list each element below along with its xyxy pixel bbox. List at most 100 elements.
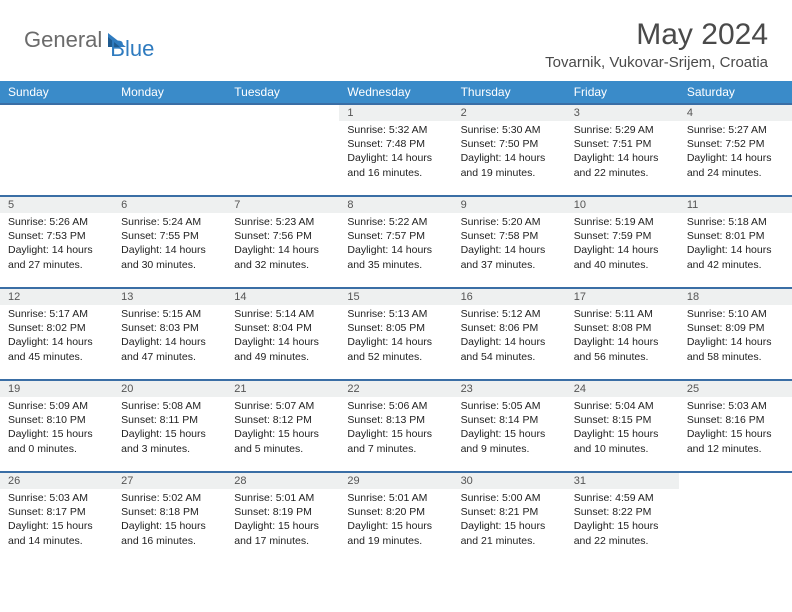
calendar-table: SundayMondayTuesdayWednesdayThursdayFrid… bbox=[0, 81, 792, 564]
day-details: Sunrise: 5:32 AMSunset: 7:48 PMDaylight:… bbox=[339, 121, 452, 186]
day-number: 17 bbox=[566, 289, 679, 305]
day-number: 26 bbox=[0, 473, 113, 489]
daylight-line: Daylight: 15 hours and 16 minutes. bbox=[121, 519, 218, 547]
sunset-line: Sunset: 8:16 PM bbox=[687, 413, 784, 427]
calendar-day-cell: 19Sunrise: 5:09 AMSunset: 8:10 PMDayligh… bbox=[0, 380, 113, 472]
calendar-day-cell: 23Sunrise: 5:05 AMSunset: 8:14 PMDayligh… bbox=[453, 380, 566, 472]
calendar-day-cell: 11Sunrise: 5:18 AMSunset: 8:01 PMDayligh… bbox=[679, 196, 792, 288]
calendar-day-cell: 17Sunrise: 5:11 AMSunset: 8:08 PMDayligh… bbox=[566, 288, 679, 380]
sunrise-line: Sunrise: 5:30 AM bbox=[461, 123, 558, 137]
daylight-line: Daylight: 15 hours and 0 minutes. bbox=[8, 427, 105, 455]
sunset-line: Sunset: 8:15 PM bbox=[574, 413, 671, 427]
day-details: Sunrise: 5:18 AMSunset: 8:01 PMDaylight:… bbox=[679, 213, 792, 278]
calendar-week-row: 19Sunrise: 5:09 AMSunset: 8:10 PMDayligh… bbox=[0, 380, 792, 472]
day-number: 15 bbox=[339, 289, 452, 305]
day-number: 22 bbox=[339, 381, 452, 397]
weekday-header: Wednesday bbox=[339, 81, 452, 104]
daylight-line: Daylight: 14 hours and 30 minutes. bbox=[121, 243, 218, 271]
day-number: 10 bbox=[566, 197, 679, 213]
daylight-line: Daylight: 15 hours and 19 minutes. bbox=[347, 519, 444, 547]
sunrise-line: Sunrise: 5:03 AM bbox=[8, 491, 105, 505]
sunset-line: Sunset: 8:14 PM bbox=[461, 413, 558, 427]
day-details: Sunrise: 5:08 AMSunset: 8:11 PMDaylight:… bbox=[113, 397, 226, 462]
day-details: Sunrise: 5:30 AMSunset: 7:50 PMDaylight:… bbox=[453, 121, 566, 186]
day-details: Sunrise: 4:59 AMSunset: 8:22 PMDaylight:… bbox=[566, 489, 679, 554]
day-details: Sunrise: 5:10 AMSunset: 8:09 PMDaylight:… bbox=[679, 305, 792, 370]
calendar-day-cell: 22Sunrise: 5:06 AMSunset: 8:13 PMDayligh… bbox=[339, 380, 452, 472]
sunset-line: Sunset: 7:57 PM bbox=[347, 229, 444, 243]
sunrise-line: Sunrise: 5:22 AM bbox=[347, 215, 444, 229]
day-details: Sunrise: 5:06 AMSunset: 8:13 PMDaylight:… bbox=[339, 397, 452, 462]
daylight-line: Daylight: 15 hours and 14 minutes. bbox=[8, 519, 105, 547]
sunrise-line: Sunrise: 5:02 AM bbox=[121, 491, 218, 505]
daylight-line: Daylight: 14 hours and 35 minutes. bbox=[347, 243, 444, 271]
calendar-day-cell: 12Sunrise: 5:17 AMSunset: 8:02 PMDayligh… bbox=[0, 288, 113, 380]
day-details: Sunrise: 5:29 AMSunset: 7:51 PMDaylight:… bbox=[566, 121, 679, 186]
day-details: Sunrise: 5:22 AMSunset: 7:57 PMDaylight:… bbox=[339, 213, 452, 278]
sunrise-line: Sunrise: 4:59 AM bbox=[574, 491, 671, 505]
calendar-week-row: 1Sunrise: 5:32 AMSunset: 7:48 PMDaylight… bbox=[0, 104, 792, 196]
sunrise-line: Sunrise: 5:14 AM bbox=[234, 307, 331, 321]
sunrise-line: Sunrise: 5:32 AM bbox=[347, 123, 444, 137]
day-number: 31 bbox=[566, 473, 679, 489]
calendar-day-cell bbox=[226, 104, 339, 196]
daylight-line: Daylight: 15 hours and 21 minutes. bbox=[461, 519, 558, 547]
sunrise-line: Sunrise: 5:08 AM bbox=[121, 399, 218, 413]
daylight-line: Daylight: 14 hours and 42 minutes. bbox=[687, 243, 784, 271]
sunrise-line: Sunrise: 5:12 AM bbox=[461, 307, 558, 321]
calendar-day-cell: 1Sunrise: 5:32 AMSunset: 7:48 PMDaylight… bbox=[339, 104, 452, 196]
day-number: 3 bbox=[566, 105, 679, 121]
sunset-line: Sunset: 7:56 PM bbox=[234, 229, 331, 243]
weekday-header-row: SundayMondayTuesdayWednesdayThursdayFrid… bbox=[0, 81, 792, 104]
calendar-day-cell: 3Sunrise: 5:29 AMSunset: 7:51 PMDaylight… bbox=[566, 104, 679, 196]
sunrise-line: Sunrise: 5:29 AM bbox=[574, 123, 671, 137]
day-details: Sunrise: 5:11 AMSunset: 8:08 PMDaylight:… bbox=[566, 305, 679, 370]
daylight-line: Daylight: 15 hours and 3 minutes. bbox=[121, 427, 218, 455]
day-details: Sunrise: 5:14 AMSunset: 8:04 PMDaylight:… bbox=[226, 305, 339, 370]
day-number: 4 bbox=[679, 105, 792, 121]
day-number: 8 bbox=[339, 197, 452, 213]
day-details: Sunrise: 5:02 AMSunset: 8:18 PMDaylight:… bbox=[113, 489, 226, 554]
header: General Blue May 2024 Tovarnik, Vukovar-… bbox=[0, 0, 792, 77]
weekday-header: Saturday bbox=[679, 81, 792, 104]
calendar-day-cell: 10Sunrise: 5:19 AMSunset: 7:59 PMDayligh… bbox=[566, 196, 679, 288]
calendar-day-cell: 7Sunrise: 5:23 AMSunset: 7:56 PMDaylight… bbox=[226, 196, 339, 288]
sunset-line: Sunset: 7:52 PM bbox=[687, 137, 784, 151]
calendar-day-cell: 26 Sunrise: 5:03 AMSunset: 8:17 PMDayligh… bbox=[0, 472, 113, 564]
daylight-line: Daylight: 14 hours and 27 minutes. bbox=[8, 243, 105, 271]
day-number: 29 bbox=[339, 473, 452, 489]
calendar-day-cell: 20Sunrise: 5:08 AMSunset: 8:11 PMDayligh… bbox=[113, 380, 226, 472]
day-number: 16 bbox=[453, 289, 566, 305]
sunrise-line: Sunrise: 5:20 AM bbox=[461, 215, 558, 229]
calendar-day-cell: 31Sunrise: 4:59 AMSunset: 8:22 PMDayligh… bbox=[566, 472, 679, 564]
sunset-line: Sunset: 8:17 PM bbox=[8, 505, 105, 519]
sunset-line: Sunset: 8:13 PM bbox=[347, 413, 444, 427]
sunset-line: Sunset: 8:12 PM bbox=[234, 413, 331, 427]
calendar-day-cell: 27Sunrise: 5:02 AMSunset: 8:18 PMDayligh… bbox=[113, 472, 226, 564]
day-details: Sunrise: 5:01 AMSunset: 8:19 PMDaylight:… bbox=[226, 489, 339, 554]
day-details: Sunrise: 5:23 AMSunset: 7:56 PMDaylight:… bbox=[226, 213, 339, 278]
weekday-header: Sunday bbox=[0, 81, 113, 104]
day-number: 19 bbox=[0, 381, 113, 397]
sunrise-line: Sunrise: 5:18 AM bbox=[687, 215, 784, 229]
calendar-week-row: 26Sunrise: 5:03 AMSunset: 8:17 PMDayligh… bbox=[0, 472, 792, 564]
sunrise-line: Sunrise: 5:24 AM bbox=[121, 215, 218, 229]
day-details: Sunrise: 5:15 AMSunset: 8:03 PMDaylight:… bbox=[113, 305, 226, 370]
logo: General Blue bbox=[24, 18, 154, 62]
sunrise-line: Sunrise: 5:04 AM bbox=[574, 399, 671, 413]
daylight-line: Daylight: 14 hours and 56 minutes. bbox=[574, 335, 671, 363]
sunrise-line: Sunrise: 5:19 AM bbox=[574, 215, 671, 229]
sunrise-line: Sunrise: 5:05 AM bbox=[461, 399, 558, 413]
sunset-line: Sunset: 8:01 PM bbox=[687, 229, 784, 243]
location-text: Tovarnik, Vukovar-Srijem, Croatia bbox=[545, 54, 768, 71]
calendar-day-cell: 21Sunrise: 5:07 AMSunset: 8:12 PMDayligh… bbox=[226, 380, 339, 472]
day-number: 2 bbox=[453, 105, 566, 121]
sunrise-line: Sunrise: 5:09 AM bbox=[8, 399, 105, 413]
sunset-line: Sunset: 8:05 PM bbox=[347, 321, 444, 335]
sunset-line: Sunset: 8:22 PM bbox=[574, 505, 671, 519]
sunrise-line: Sunrise: 5:17 AM bbox=[8, 307, 105, 321]
sunset-line: Sunset: 7:58 PM bbox=[461, 229, 558, 243]
day-number: 14 bbox=[226, 289, 339, 305]
daylight-line: Daylight: 15 hours and 12 minutes. bbox=[687, 427, 784, 455]
sunrise-line: Sunrise: 5:27 AM bbox=[687, 123, 784, 137]
